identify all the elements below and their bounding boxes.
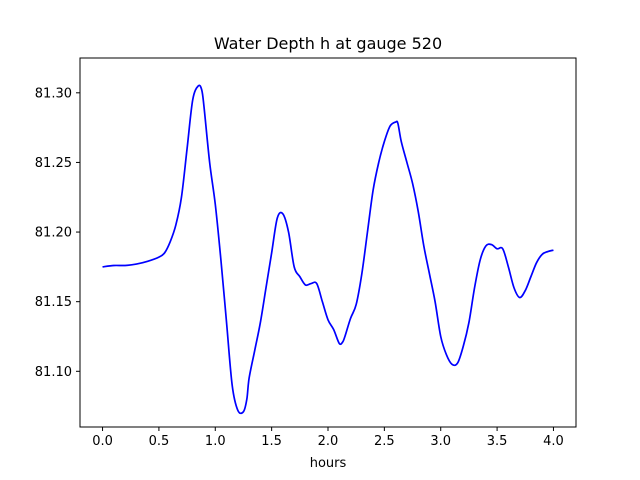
x-tick-label: 0.0 <box>92 434 113 449</box>
x-tick-label: 0.5 <box>149 434 170 449</box>
y-axis: 81.10 81.15 81.20 81.25 81.30 <box>35 86 80 380</box>
plot-frame <box>79 57 577 428</box>
x-tick-label: 1.5 <box>261 434 282 449</box>
y-tick-label: 81.20 <box>35 226 72 241</box>
x-tick-label: 2.5 <box>374 434 395 449</box>
y-tick-label: 81.15 <box>35 295 72 310</box>
x-axis-label: hours <box>310 456 347 471</box>
x-tick-label: 3.5 <box>487 434 508 449</box>
x-axis: 0.0 0.5 1.0 1.5 2.0 2.5 3.0 3.5 4.0 <box>92 427 564 449</box>
y-tick-label: 81.25 <box>35 156 72 171</box>
x-tick-label: 1.0 <box>205 434 226 449</box>
chart-title: Water Depth h at gauge 520 <box>214 34 442 53</box>
y-tick-label: 81.10 <box>35 365 72 380</box>
x-tick-label: 2.0 <box>318 434 339 449</box>
y-tick-label: 81.30 <box>35 86 72 101</box>
series-line <box>102 84 554 415</box>
x-tick-label: 3.0 <box>430 434 451 449</box>
x-tick-label: 4.0 <box>543 434 564 449</box>
